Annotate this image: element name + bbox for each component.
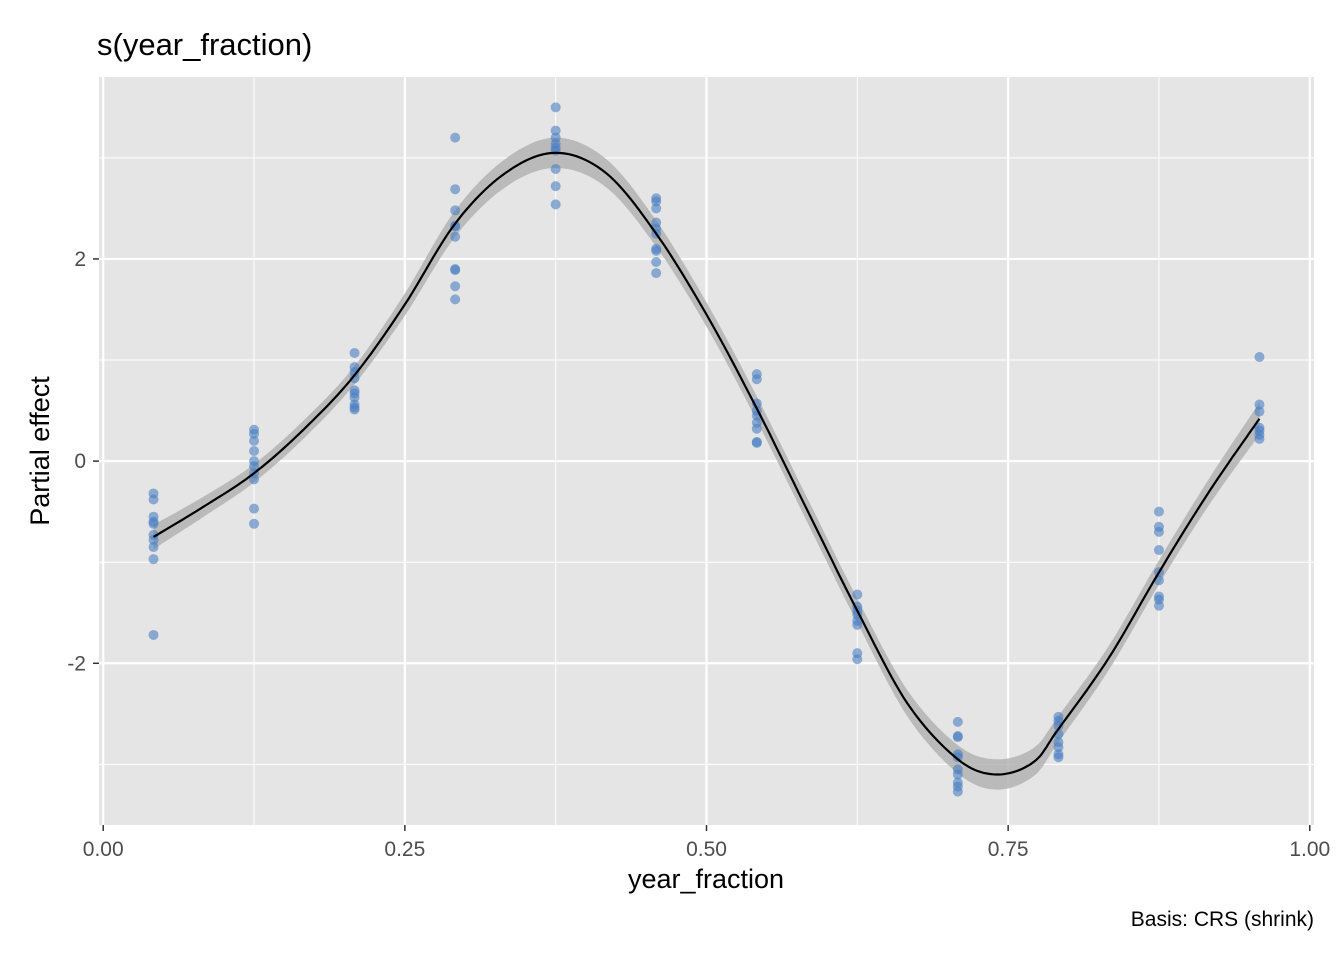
data-point — [550, 199, 561, 210]
data-point — [450, 221, 461, 232]
chart-title: s(year_fraction) — [97, 27, 312, 62]
data-point — [1153, 545, 1164, 556]
data-point — [249, 474, 260, 485]
data-point — [952, 769, 963, 780]
data-point — [349, 404, 360, 415]
data-point — [450, 205, 461, 216]
data-point — [952, 716, 963, 727]
data-point — [450, 294, 461, 305]
data-point — [550, 102, 561, 113]
data-point — [1053, 752, 1064, 763]
data-point — [1153, 506, 1164, 517]
data-point — [550, 181, 561, 192]
data-point — [148, 494, 159, 505]
data-point — [1254, 399, 1265, 410]
data-point — [249, 461, 260, 472]
data-point — [751, 437, 762, 448]
data-point — [1254, 433, 1265, 444]
smooth-curve — [152, 151, 1261, 776]
x-tick-label: 0.00 — [83, 838, 124, 861]
data-point — [249, 518, 260, 529]
data-point — [249, 503, 260, 514]
chart-caption: Basis: CRS (shrink) — [1131, 908, 1314, 931]
x-tick-label: 0.25 — [384, 838, 425, 861]
data-point — [550, 145, 561, 156]
y-axis: -2 0 2 — [67, 248, 99, 675]
data-point — [550, 163, 561, 174]
data-point — [1153, 600, 1164, 611]
data-point — [450, 184, 461, 195]
data-point — [751, 374, 762, 385]
data-point — [952, 752, 963, 763]
data-point — [148, 534, 159, 545]
data-point — [1254, 406, 1265, 417]
x-tick-label: 0.75 — [988, 838, 1029, 861]
data-point — [249, 428, 260, 439]
data-point — [1053, 720, 1064, 731]
data-point — [1153, 526, 1164, 537]
data-point — [651, 245, 662, 256]
data-point — [651, 268, 662, 279]
data-point — [952, 786, 963, 797]
data-point — [852, 654, 863, 665]
data-point — [651, 196, 662, 207]
data-point — [751, 423, 762, 434]
data-point — [651, 256, 662, 267]
data-point — [450, 231, 461, 242]
y-axis-title: Partial effect — [25, 376, 55, 526]
data-point — [450, 265, 461, 276]
data-point — [952, 732, 963, 743]
data-point — [148, 518, 159, 529]
data-point — [450, 281, 461, 292]
x-tick-label: 0.50 — [686, 838, 727, 861]
data-point — [148, 629, 159, 640]
data-point — [349, 392, 360, 403]
data-point — [852, 589, 863, 600]
data-point — [651, 203, 662, 214]
data-point — [1254, 351, 1265, 362]
x-axis-title: year_fraction — [628, 864, 784, 894]
x-axis: 0.00 0.25 0.50 0.75 1.00 — [83, 825, 1330, 861]
data-point — [148, 542, 159, 553]
data-point — [550, 125, 561, 136]
data-point — [450, 132, 461, 143]
data-point — [1053, 742, 1064, 753]
y-tick-label: -2 — [67, 652, 86, 675]
data-point — [148, 554, 159, 565]
major-gridlines — [99, 77, 1314, 825]
data-point — [349, 373, 360, 384]
data-point — [852, 619, 863, 630]
data-point — [249, 435, 260, 446]
partial-residual-points — [148, 102, 1265, 797]
data-point — [249, 446, 260, 456]
x-tick-label: 1.00 — [1289, 838, 1330, 861]
smooth-line — [152, 151, 1261, 776]
y-tick-label: 0 — [74, 450, 86, 473]
data-point — [349, 347, 360, 358]
y-tick-label: 2 — [74, 248, 86, 271]
